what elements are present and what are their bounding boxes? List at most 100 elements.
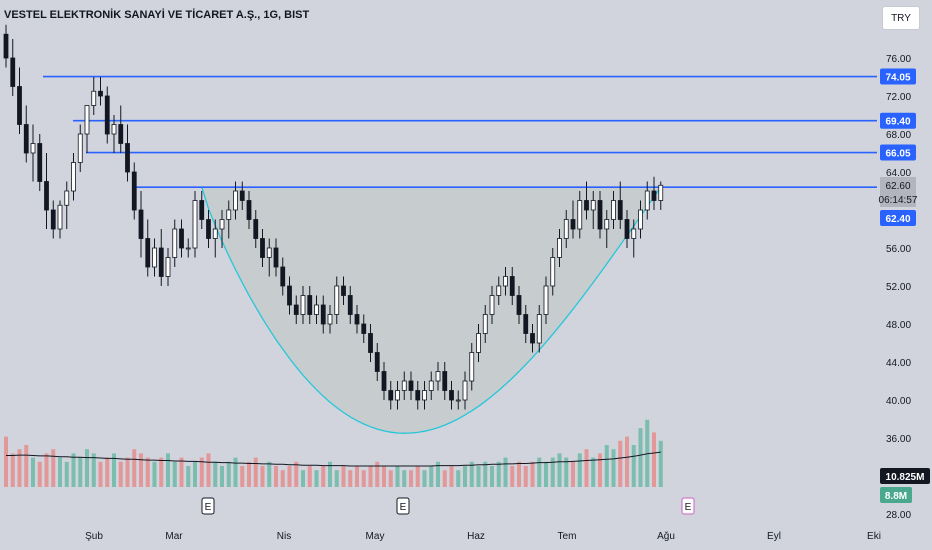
candle xyxy=(557,229,562,267)
candle xyxy=(64,181,70,229)
candle xyxy=(604,210,610,248)
volume-bar xyxy=(226,461,231,487)
volume-bar xyxy=(375,461,380,487)
candle xyxy=(118,105,124,153)
volume-bar xyxy=(37,461,42,487)
candle xyxy=(50,200,56,239)
cup-pattern-fill xyxy=(201,187,661,434)
candle xyxy=(138,191,144,258)
candle xyxy=(489,286,495,324)
svg-text:E: E xyxy=(400,502,407,513)
candle xyxy=(98,77,103,106)
volume-bar xyxy=(436,461,440,487)
volume-bar xyxy=(98,461,103,487)
y-tick-label: 72.00 xyxy=(886,92,911,103)
volume-bar xyxy=(321,466,326,487)
volume-bar xyxy=(348,470,353,487)
volume-bar xyxy=(388,470,393,487)
candle xyxy=(638,200,643,239)
volume-bar xyxy=(625,436,629,487)
candle xyxy=(199,191,205,229)
volume-bar xyxy=(267,461,272,487)
volume-bar xyxy=(442,470,447,487)
volume-bar xyxy=(112,453,116,487)
candle xyxy=(192,191,198,258)
candle xyxy=(239,181,245,210)
candle xyxy=(563,210,569,248)
volume-bar xyxy=(483,461,488,487)
volume-bar xyxy=(213,461,218,487)
volume-bar xyxy=(71,453,76,487)
candle xyxy=(462,371,468,410)
volume-bar xyxy=(118,461,123,487)
volume-bar xyxy=(658,440,663,487)
candle xyxy=(30,124,36,182)
earnings-marker: E xyxy=(201,497,215,515)
candle xyxy=(597,191,603,239)
y-tick-label: 48.00 xyxy=(886,320,911,331)
volume-bar xyxy=(631,445,636,487)
x-tick-label: Eyl xyxy=(767,531,781,542)
candle xyxy=(293,295,299,324)
volume-bar xyxy=(523,466,528,487)
candle xyxy=(476,324,481,362)
volume-bar xyxy=(611,449,616,487)
volume-bar xyxy=(58,457,62,487)
volume-bar xyxy=(105,457,110,487)
candle xyxy=(341,276,346,305)
candle xyxy=(577,191,583,239)
volume-bar xyxy=(530,461,535,487)
candle xyxy=(37,134,43,191)
volume-bar xyxy=(233,457,238,487)
volume-bar xyxy=(132,449,137,487)
volume-bar xyxy=(476,466,481,487)
svg-text:E: E xyxy=(685,502,692,513)
x-tick-label: Tem xyxy=(558,531,577,542)
candle xyxy=(84,105,90,153)
candle xyxy=(482,305,488,343)
volume-bar xyxy=(301,470,305,487)
candle xyxy=(287,276,292,315)
y-tick-label: 28.00 xyxy=(886,510,911,521)
candle xyxy=(422,381,427,410)
y-tick-label: 64.00 xyxy=(886,168,911,179)
currency-button[interactable]: TRY xyxy=(882,6,920,30)
volume-bar xyxy=(618,440,623,487)
candle xyxy=(300,286,306,324)
volume-bar xyxy=(159,457,164,487)
candle xyxy=(23,105,29,163)
candle xyxy=(253,210,259,248)
candle xyxy=(455,390,461,410)
volume-bar xyxy=(361,470,366,487)
volume-bar xyxy=(193,461,197,487)
volume-bar xyxy=(652,432,656,487)
candle xyxy=(631,219,637,258)
volume-bar xyxy=(179,457,184,487)
volume-bar xyxy=(510,466,515,487)
volume-bar xyxy=(17,449,22,487)
volume-avg-label: 8.8M xyxy=(880,487,912,503)
candle xyxy=(152,238,157,277)
candle xyxy=(212,219,218,258)
candle xyxy=(401,371,407,400)
svg-text:10.825M: 10.825M xyxy=(886,472,925,483)
level-price-label: 62.40 xyxy=(880,210,916,226)
volume-bar xyxy=(577,453,582,487)
volume-bar xyxy=(355,466,359,487)
volume-bar xyxy=(287,466,292,487)
candle xyxy=(206,210,211,248)
volume-bar xyxy=(307,466,312,487)
volume-bar xyxy=(429,466,434,487)
x-tick-label: Şub xyxy=(85,531,103,542)
volume-bar xyxy=(382,466,386,487)
volume-bar xyxy=(402,470,407,487)
volume-ma-line xyxy=(6,451,661,467)
candle xyxy=(368,324,373,362)
volume-bar xyxy=(544,461,548,487)
volume-bar xyxy=(463,466,467,487)
svg-text:8.8M: 8.8M xyxy=(885,491,907,502)
y-tick-label: 36.00 xyxy=(886,434,911,445)
volume-bar xyxy=(139,453,143,487)
volume-bar xyxy=(240,466,245,487)
